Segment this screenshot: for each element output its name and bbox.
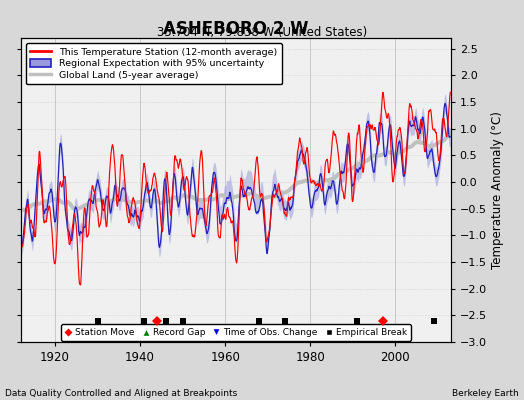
Text: Berkeley Earth: Berkeley Earth bbox=[452, 389, 519, 398]
Text: 35.704 N, 79.838 W (United States): 35.704 N, 79.838 W (United States) bbox=[157, 26, 367, 39]
Legend: Station Move, Record Gap, Time of Obs. Change, Empirical Break: Station Move, Record Gap, Time of Obs. C… bbox=[61, 324, 411, 340]
Title: ASHEBORO 2 W: ASHEBORO 2 W bbox=[163, 20, 309, 38]
Text: Data Quality Controlled and Aligned at Breakpoints: Data Quality Controlled and Aligned at B… bbox=[5, 389, 237, 398]
Y-axis label: Temperature Anomaly (°C): Temperature Anomaly (°C) bbox=[491, 111, 504, 269]
